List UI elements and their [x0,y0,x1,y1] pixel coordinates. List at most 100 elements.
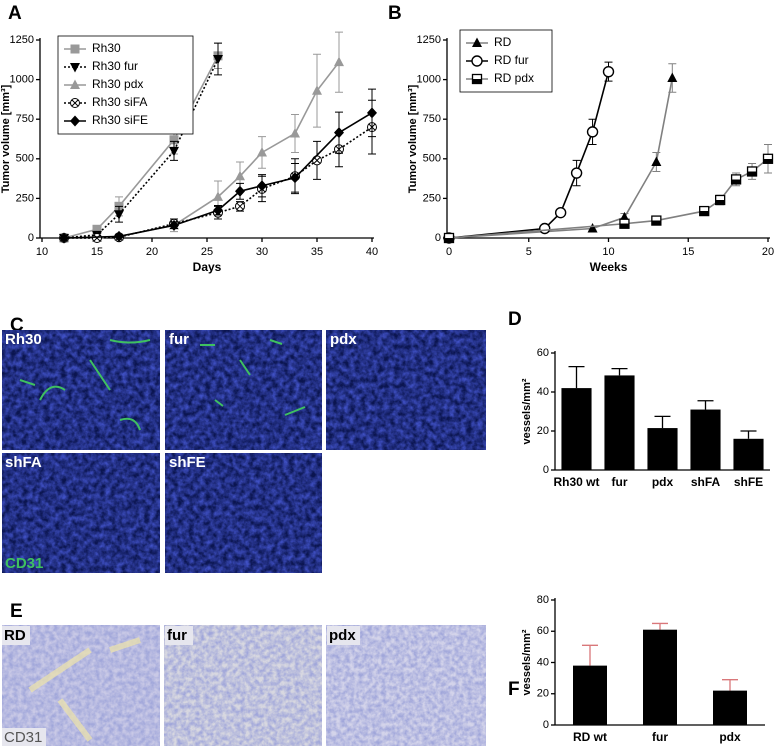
label-bg [2,626,30,645]
legend-label: Rh30 [92,41,121,55]
y-tick-label: 750 [423,113,441,125]
marker [471,73,483,85]
y-tick-label: 40 [537,656,549,668]
y-tick-label: 0 [28,232,34,244]
y-tick-label: 60 [537,625,549,637]
x-tick-label: fur [652,730,668,744]
x-tick-label: 10 [36,246,48,258]
x-tick-label: 0 [446,246,452,258]
y-tick-label: 1000 [417,74,441,86]
series-line [448,71,610,239]
image-label: Rh30 [5,331,42,348]
marker [367,107,377,119]
x-tick-label: 40 [366,246,378,258]
x-tick-label: 20 [146,246,158,258]
image-label: shFE [169,454,206,471]
marker [59,232,69,244]
error-bar [568,366,585,389]
marker [471,55,483,67]
marker [213,191,223,201]
error-bar [582,644,598,666]
marker [762,153,774,164]
image-texture [2,330,160,450]
vessels [28,637,141,742]
marker [699,205,710,217]
marker [213,204,223,216]
image-texture [326,625,486,746]
y-tick-label: 750 [16,113,34,125]
x-axis-title: Weeks [590,260,628,274]
error-bar [652,622,668,630]
panel-letter: D [508,309,522,330]
marker [746,166,758,177]
marker [334,127,344,139]
marker [587,222,598,233]
marker [114,210,124,220]
y-axis-title: Tumor volume [mm³] [407,84,419,193]
image-texture [2,453,160,573]
bar [643,629,677,725]
marker [92,224,102,234]
marker [619,218,630,229]
marker [554,206,567,219]
y-tick-label: 250 [16,192,34,204]
marker [290,172,300,184]
marker [114,230,124,242]
marker [539,222,551,235]
legend-label: Rh30 siFE [92,113,148,127]
label-bg [165,626,193,645]
bar [604,375,635,470]
label-bg [327,626,360,645]
bar [690,409,721,470]
y-axis-title: vessels/mm² [521,378,533,444]
marker [472,37,482,47]
marker [443,232,455,244]
y-tick-label: 20 [537,688,549,700]
bar [647,428,678,470]
image-label: shFA [5,454,42,471]
y-tick-label: 0 [543,464,549,476]
label-bg [2,728,46,746]
x-tick-label: fur [612,475,628,489]
error-bar [697,400,714,410]
x-tick-label: Rh30 wt [553,475,599,489]
image-label: fur [169,331,189,348]
x-tick-label: pdx [652,475,674,489]
marker [213,55,223,65]
marker [169,135,179,145]
marker [169,219,179,231]
x-tick-label: shFA [691,475,721,489]
marker [586,126,599,138]
y-tick-label: 250 [423,192,441,204]
error-bar [611,367,628,376]
marker [312,155,323,166]
y-tick-label: 60 [537,347,549,359]
error-bar [722,679,738,691]
marker [70,98,81,108]
legend-label: RD pdx [494,71,534,85]
x-tick-label: 15 [91,246,103,258]
x-axis-title: Days [193,260,222,274]
panel-letter: B [388,3,402,24]
micrographs-e: E RD fur pdx CD31 [2,601,486,746]
legend-label: RD fur [494,53,529,67]
vessels [200,339,306,416]
y-axis-title: vessels/mm² [521,629,533,695]
error-bar [740,430,757,439]
image-texture [164,625,322,746]
image-label: fur [167,627,187,644]
image-texture [165,330,322,450]
y-axis-title: Tumor volume [mm³] [0,84,12,193]
series [59,88,377,244]
legend-label: Rh30 pdx [92,77,143,91]
panel-letter: F [508,679,520,700]
image-label: RD [4,627,26,644]
marker [235,201,246,212]
marker [235,185,245,197]
marker [257,180,267,192]
marker [70,44,80,54]
x-tick-label: shFE [734,475,763,489]
marker [235,170,245,181]
